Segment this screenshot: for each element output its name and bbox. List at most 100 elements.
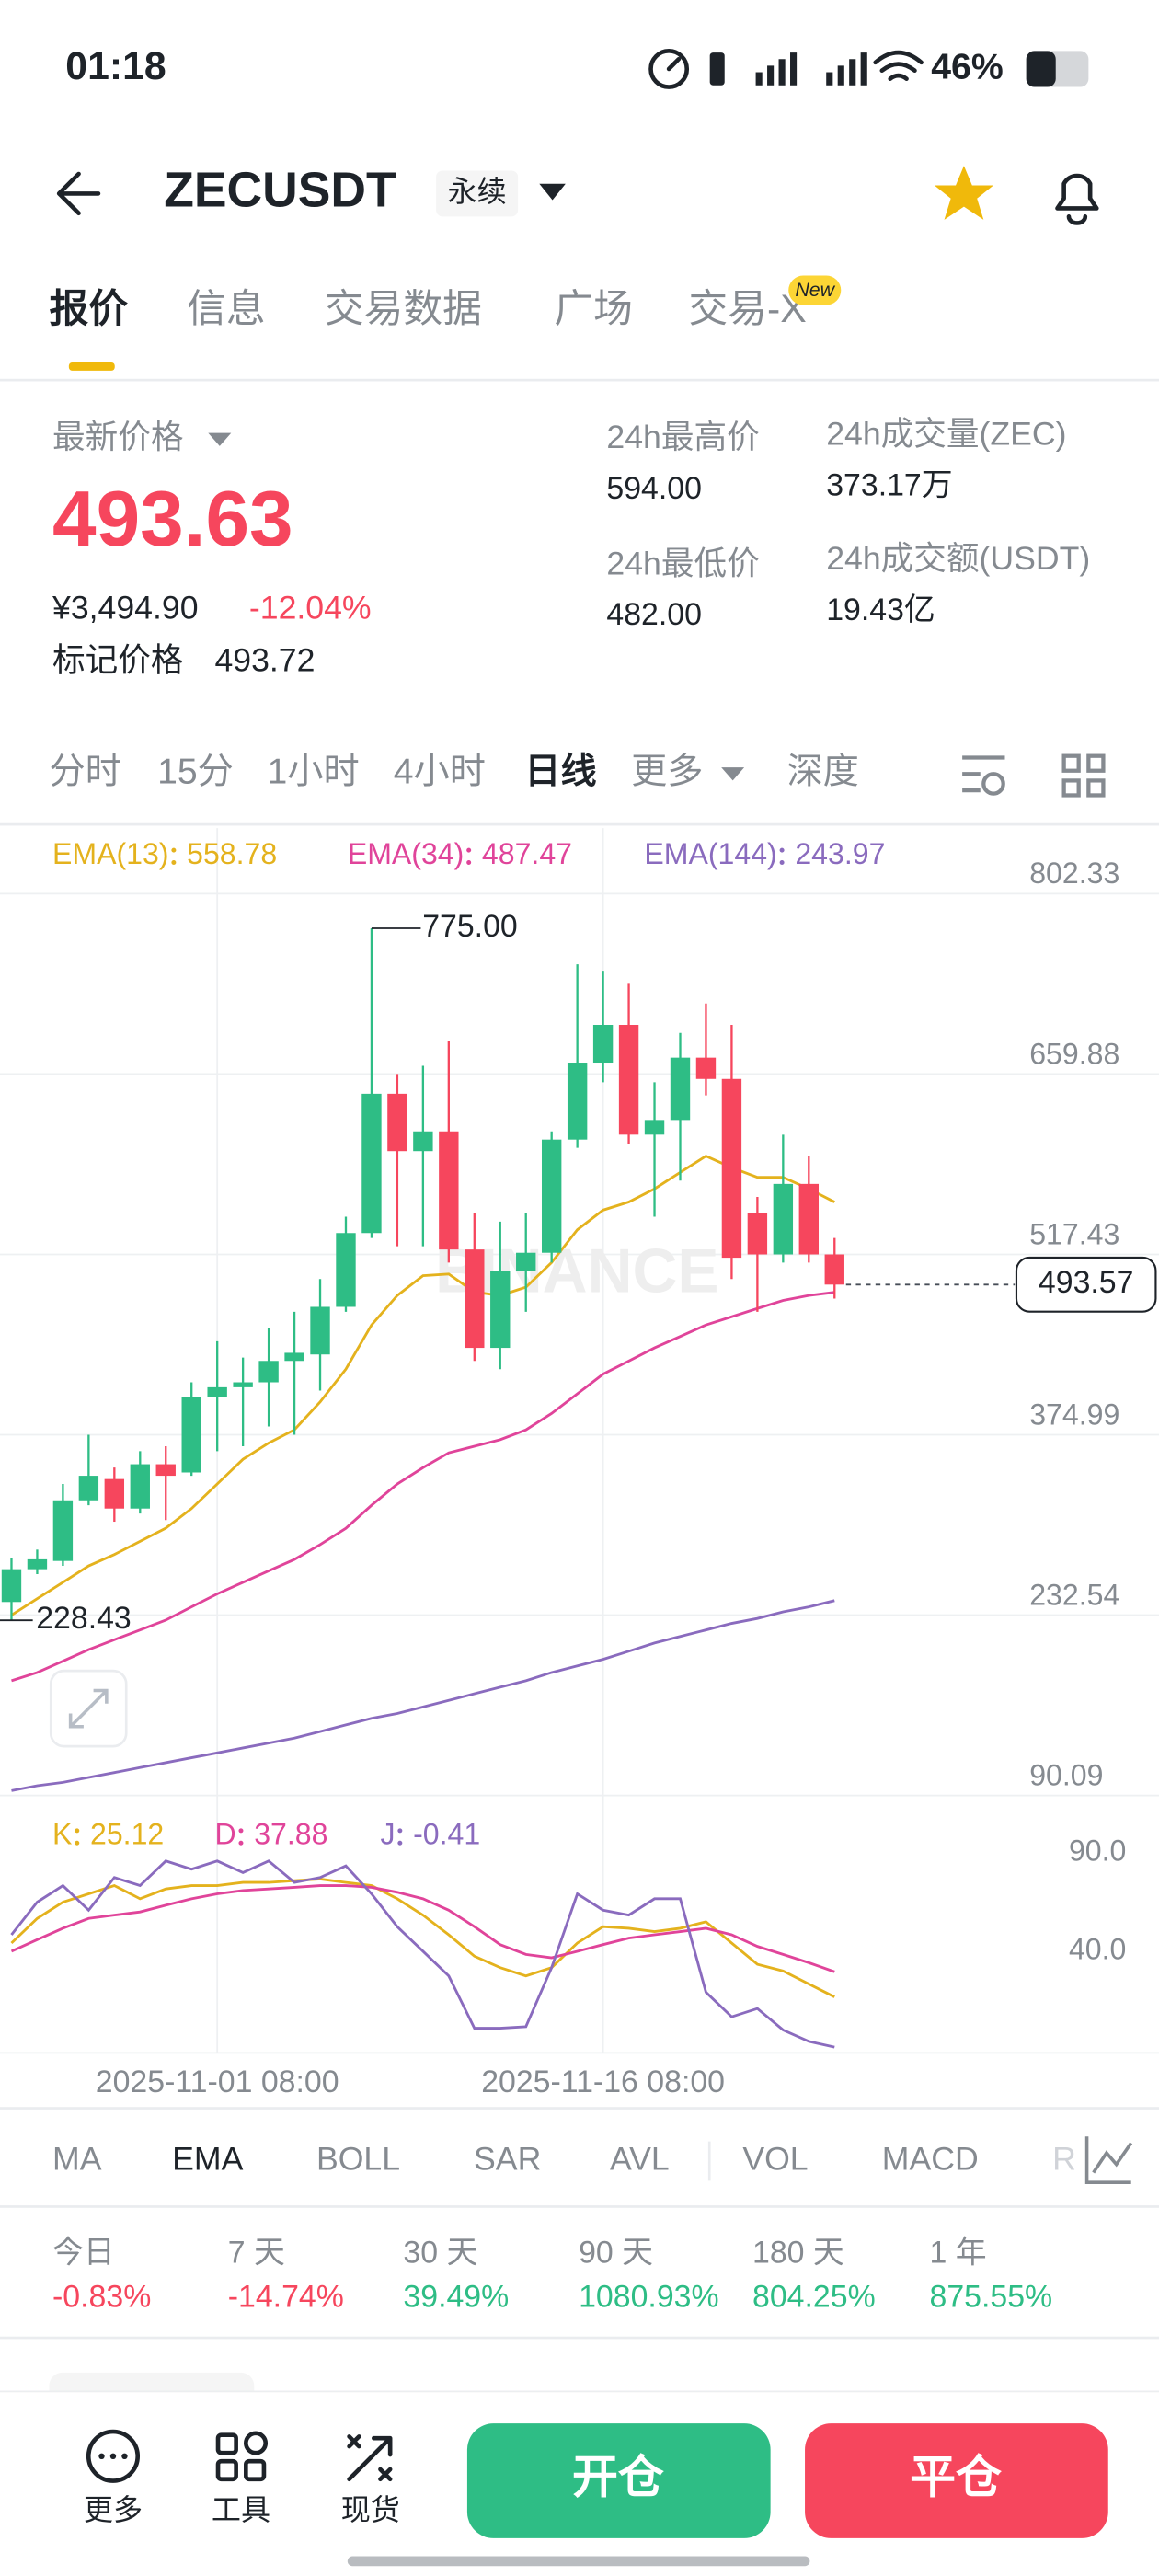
price-dropdown[interactable] <box>208 432 232 446</box>
candle-body <box>670 1057 691 1121</box>
legend-value: 243.97 <box>795 837 885 870</box>
indicator-tab[interactable]: AVL <box>610 2140 670 2177</box>
legend-separator <box>466 847 472 853</box>
close-button-label[interactable]: 平仓 <box>910 2452 1002 2503</box>
price-label: 最新价格 <box>52 419 184 455</box>
bottom-item[interactable]: 现货 <box>341 2493 400 2526</box>
tab[interactable]: 报价 <box>49 287 128 331</box>
divider <box>0 378 1159 382</box>
candle-body <box>52 1500 74 1561</box>
candle-body <box>773 1183 794 1255</box>
divider <box>0 2390 1159 2393</box>
indicator-tab[interactable]: R <box>1052 2140 1076 2177</box>
expand-button[interactable] <box>49 1669 128 1748</box>
legend-name: K <box>52 1818 73 1851</box>
x-tick-label: 2025-11-01 08:00 <box>96 2064 339 2099</box>
stat-label: 24h成交量(ZEC) <box>826 416 1066 453</box>
interval[interactable]: 1小时 <box>267 753 359 792</box>
tab[interactable]: 信息 <box>187 287 266 331</box>
symbol: ZECUSDT <box>164 164 396 218</box>
tab[interactable]: 交易-X <box>689 287 807 331</box>
candle-body <box>387 1093 407 1152</box>
y-tick-label: 517.43 <box>1029 1217 1119 1250</box>
favorite-star[interactable] <box>934 166 993 220</box>
interval[interactable]: 日线 <box>524 753 596 792</box>
cny-price: ¥3,494.90 <box>52 589 199 626</box>
interval[interactable]: 更多 <box>631 753 703 792</box>
symbol-dropdown[interactable] <box>539 183 566 201</box>
contract-type: 永续 <box>448 175 507 208</box>
candle-body <box>541 1139 562 1253</box>
legend-separator <box>779 847 785 853</box>
interval[interactable]: 深度 <box>786 753 858 792</box>
perf-value: 875.55% <box>929 2280 1052 2315</box>
low-marker-label: 228.43 <box>36 1601 132 1636</box>
candle-body <box>1 1569 22 1603</box>
candle-body <box>721 1078 742 1259</box>
legend-separator <box>75 1828 80 1834</box>
candle-body <box>824 1254 844 1285</box>
interval[interactable]: 15分 <box>157 753 234 792</box>
status-icons <box>648 49 924 89</box>
stat-label: 24h最高价 <box>606 419 759 455</box>
tab[interactable]: 广场 <box>554 287 633 331</box>
x-tick-label: 2025-11-16 08:00 <box>481 2064 725 2099</box>
new-badge-text: New <box>795 279 835 301</box>
legend-name: J <box>380 1818 395 1851</box>
status-time: 01:18 <box>65 44 166 88</box>
tools-icon[interactable] <box>215 2431 269 2482</box>
divider <box>0 822 1159 826</box>
layout-toggle[interactable] <box>1061 753 1106 798</box>
stat-label: 24h成交额(USDT) <box>826 540 1090 577</box>
open-button[interactable] <box>466 2423 771 2538</box>
candle-body <box>567 1063 588 1140</box>
perf-value: 1080.93% <box>579 2280 719 2315</box>
last-price-box <box>1015 1256 1157 1313</box>
indicator-settings[interactable] <box>1084 2136 1133 2184</box>
contract-badge <box>436 170 519 217</box>
mark-price-label: 标记价格 <box>52 642 184 679</box>
candle-body <box>284 1352 304 1362</box>
candle-body <box>258 1361 279 1383</box>
stat-value: 594.00 <box>606 471 702 506</box>
interval[interactable]: 4小时 <box>394 753 486 792</box>
indicator-tab[interactable]: MACD <box>882 2140 979 2177</box>
close-button[interactable] <box>805 2423 1108 2538</box>
more-dropdown[interactable] <box>721 767 745 781</box>
interval[interactable]: 分时 <box>49 753 120 792</box>
more-icon[interactable] <box>86 2429 141 2483</box>
legend-separator <box>238 1840 244 1846</box>
spot-icon[interactable] <box>347 2434 393 2482</box>
tab[interactable]: 交易数据 <box>325 287 482 331</box>
back-button[interactable] <box>56 171 101 216</box>
indicator-tab[interactable]: EMA <box>172 2140 243 2177</box>
legend-separator <box>779 860 785 866</box>
battery-icon <box>1026 51 1089 87</box>
indicator-tab[interactable]: BOLL <box>316 2140 400 2177</box>
y-tick-label: 374.99 <box>1029 1397 1119 1431</box>
new-badge <box>788 275 842 305</box>
home-indicator <box>347 2556 810 2567</box>
indicator-line <box>10 1154 835 1616</box>
indicator-tab[interactable]: VOL <box>742 2140 808 2177</box>
perf-value: -14.74% <box>228 2280 344 2315</box>
alert-bell[interactable] <box>1055 173 1099 225</box>
indicator-tab[interactable]: SAR <box>474 2140 541 2177</box>
candle-body <box>361 1093 382 1234</box>
candle-body <box>618 1025 639 1135</box>
candle-body <box>465 1249 485 1349</box>
legend-separator <box>171 847 177 853</box>
candle-body <box>516 1252 536 1271</box>
y-tick-label: 232.54 <box>1029 1578 1119 1611</box>
perf-value: 39.49% <box>403 2280 509 2315</box>
divider <box>0 2205 1159 2208</box>
open-button-label[interactable]: 开仓 <box>572 2452 664 2503</box>
bottom-item[interactable]: 更多 <box>84 2493 143 2526</box>
candle-body <box>644 1120 665 1135</box>
divider <box>0 2336 1159 2340</box>
chart-settings[interactable] <box>962 755 1005 796</box>
indicator-line <box>11 1291 835 1683</box>
indicator-tab[interactable]: MA <box>52 2140 102 2177</box>
bottom-item[interactable]: 工具 <box>212 2493 270 2526</box>
candle-body <box>207 1386 227 1397</box>
